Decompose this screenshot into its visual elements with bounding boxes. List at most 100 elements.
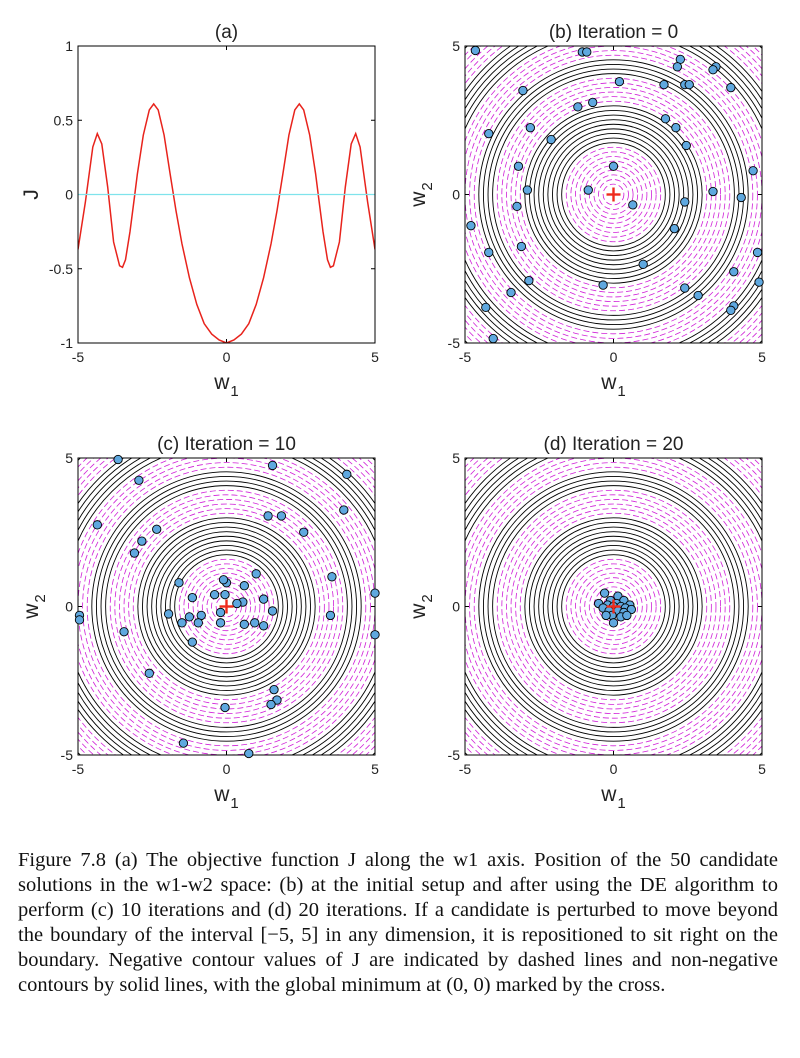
candidate-point xyxy=(119,627,129,637)
contour-dashed xyxy=(575,568,652,645)
contour-solid xyxy=(95,475,358,738)
candidate-point xyxy=(754,277,764,287)
y-tick-label: 0 xyxy=(65,187,73,203)
candidate-point xyxy=(134,475,144,485)
y-tick-label: 0 xyxy=(452,187,460,203)
candidate-point xyxy=(220,702,230,713)
contour-solid xyxy=(141,521,312,692)
contour-solid xyxy=(91,471,362,742)
contour-solid xyxy=(556,549,671,664)
panel-title: (c) Iteration = 10 xyxy=(157,434,296,455)
candidate-point xyxy=(748,166,758,176)
contour-solid xyxy=(547,540,680,673)
contour-dashed xyxy=(510,503,717,710)
contour-solid xyxy=(160,540,293,673)
candidate-points xyxy=(594,588,636,628)
candidate-point xyxy=(659,79,669,90)
contour-dashed xyxy=(82,462,371,751)
contour-dashed xyxy=(109,489,344,724)
y-axis-label: J xyxy=(20,189,43,200)
contour-solid xyxy=(561,554,666,659)
contour-dashed xyxy=(593,174,634,215)
candidate-point xyxy=(583,185,593,195)
candidate-point xyxy=(251,569,261,579)
contour-dashed xyxy=(192,572,261,641)
candidate-point xyxy=(752,247,763,258)
y-tick-label: 5 xyxy=(452,38,460,54)
candidate-point xyxy=(92,520,102,530)
contour-dashed xyxy=(579,572,648,641)
x-tick-label: 5 xyxy=(758,761,766,777)
candidate-point xyxy=(220,589,230,600)
y-tick-label: -0.5 xyxy=(49,261,73,277)
candidate-point xyxy=(113,454,123,465)
contour-dashed xyxy=(496,489,731,724)
contour-solid xyxy=(528,109,699,280)
candidate-point xyxy=(598,280,608,290)
contour-solid xyxy=(174,554,279,659)
candidate-point xyxy=(680,197,690,207)
candidate-point xyxy=(693,290,703,301)
contour-solid xyxy=(528,521,699,692)
contour-dashed xyxy=(496,77,731,312)
candidate-point xyxy=(232,598,242,609)
x-tick-label: 0 xyxy=(610,761,618,777)
contour-dashed xyxy=(188,568,265,645)
axes-box xyxy=(77,45,376,344)
contour-dashed xyxy=(519,100,708,289)
candidate-point xyxy=(726,305,736,315)
candidate-point xyxy=(525,123,535,133)
candidate-point xyxy=(177,618,187,628)
contour-solid xyxy=(169,549,284,664)
y-axis-label-text: J xyxy=(20,189,43,200)
contour-solid xyxy=(478,471,749,742)
contour-group xyxy=(465,46,762,343)
candidate-point xyxy=(516,241,527,252)
contour-dashed xyxy=(570,563,657,650)
x-axis-label-text: w1 xyxy=(600,371,626,400)
candidate-point xyxy=(488,333,498,344)
axes-box xyxy=(464,45,763,344)
candidate-point xyxy=(708,186,718,197)
global-minimum-cross xyxy=(606,599,621,614)
x-tick-label: 5 xyxy=(371,761,379,777)
contour-solid xyxy=(155,535,298,678)
candidate-point xyxy=(218,575,229,585)
contour-solid xyxy=(146,526,307,687)
candidate-point xyxy=(174,578,184,588)
candidate-point xyxy=(215,618,226,628)
candidate-point xyxy=(266,699,276,710)
contour-solid xyxy=(561,142,666,247)
contour-solid xyxy=(105,485,348,728)
candidate-point xyxy=(370,630,380,640)
contour-solid xyxy=(556,137,671,252)
contour-dashed xyxy=(570,151,657,238)
contour-dashed xyxy=(584,577,643,636)
candidate-point xyxy=(546,134,556,145)
contour-solid xyxy=(542,535,685,678)
contour-solid xyxy=(552,545,675,668)
contour-solid xyxy=(492,485,735,728)
candidate-point xyxy=(614,76,625,87)
contour-dashed xyxy=(602,183,625,206)
panel-title: (a) xyxy=(215,22,238,43)
panel-a: -5 0 5 1 0.5 0 -0.5 -1 (a) w1 J xyxy=(20,22,379,400)
panel-d: -5 0 5 5 0 -5 (d) Iteration = 20 w1 w2 xyxy=(407,434,766,812)
candidate-points xyxy=(74,454,380,759)
y-tick-label: -5 xyxy=(61,747,74,763)
candidate-point xyxy=(267,460,278,471)
candidate-point xyxy=(726,82,736,93)
x-tick-label: -5 xyxy=(459,761,472,777)
candidate-point xyxy=(299,527,309,537)
global-minimum-cross xyxy=(219,599,234,614)
contour-dashed xyxy=(515,508,712,705)
axes-box xyxy=(77,457,376,756)
candidate-point xyxy=(681,140,691,151)
contour-solid xyxy=(524,517,703,696)
candidate-point xyxy=(187,637,197,647)
y-tick-label: 5 xyxy=(452,450,460,466)
panel-title: (b) Iteration = 0 xyxy=(549,22,678,43)
x-tick-label: -5 xyxy=(72,349,85,365)
contour-dashed xyxy=(211,591,242,622)
contour-dashed xyxy=(565,146,662,243)
